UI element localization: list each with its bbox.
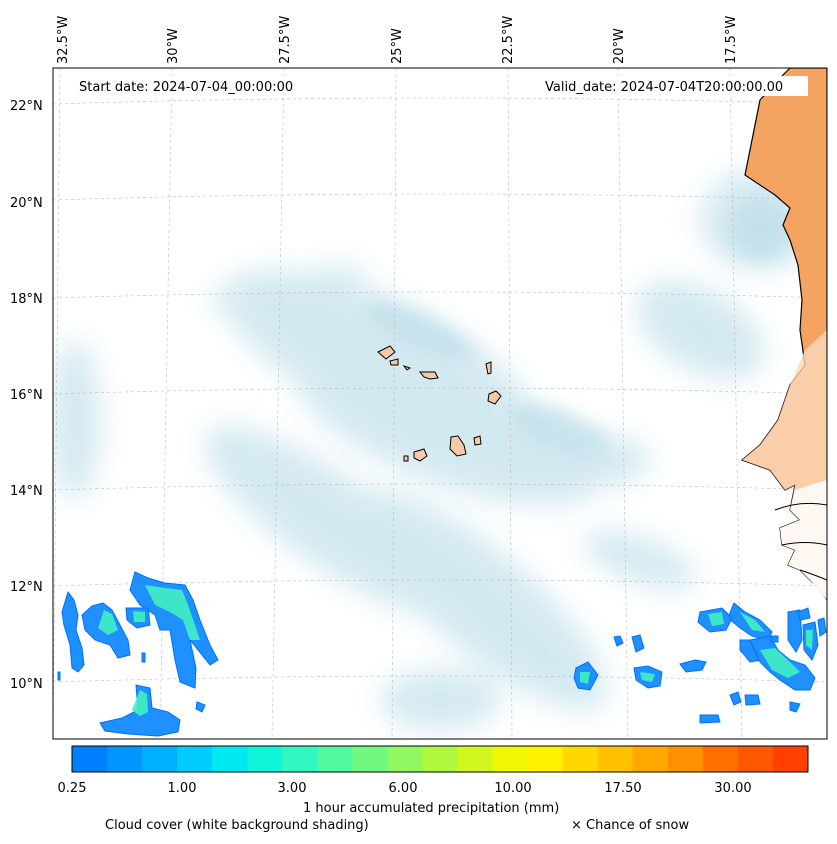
lat-label: 16°N	[10, 388, 43, 403]
cloud-cover-legend: Cloud cover (white background shading)	[105, 818, 369, 833]
colorbar-title: 1 hour accumulated precipitation (mm)	[303, 801, 560, 816]
colorbar-segment	[212, 746, 248, 772]
colorbar-segment	[632, 746, 669, 772]
valid-date-text: Valid_date: 2024-07-04T20:00:00.00	[545, 80, 783, 95]
colorbar-segment	[177, 746, 213, 772]
lat-label: 10°N	[10, 677, 43, 692]
colorbar-frame	[71, 745, 809, 773]
colorbar-segment	[527, 746, 564, 772]
colorbar-segment	[667, 746, 704, 772]
lat-label: 18°N	[10, 292, 43, 307]
colorbar-segment	[72, 746, 108, 772]
colorbar-segment	[702, 746, 739, 772]
precipitation-colorbar	[72, 746, 809, 772]
colorbar-segment	[247, 746, 283, 772]
colorbar-tick-label: 30.00	[714, 781, 752, 796]
colorbar-segment	[317, 746, 353, 772]
rivers	[774, 502, 827, 581]
colorbar-tick-label: 6.00	[388, 781, 418, 796]
lon-label: 25°W	[390, 28, 405, 64]
lat-label: 14°N	[10, 484, 43, 499]
valid-date-box	[538, 76, 808, 96]
lon-label: 27.5°W	[278, 16, 293, 64]
cloud-cover-core	[365, 200, 790, 456]
colorbar-segment	[562, 746, 599, 772]
lon-label: 32.5°W	[56, 16, 71, 64]
colorbar-segment	[492, 746, 529, 772]
colorbar-tick-label: 10.00	[494, 781, 532, 796]
land-white-zone	[780, 480, 827, 600]
lon-label: 17.5°W	[724, 16, 739, 64]
colorbar-tick-label: 17.50	[604, 781, 642, 796]
colorbar-segment	[457, 746, 494, 772]
cape-verde-islands	[377, 345, 502, 462]
plot-frame	[52, 67, 828, 740]
colorbar-segment	[597, 746, 634, 772]
latitude-labels: 22°N 20°N 18°N 16°N 14°N 12°N 10°N	[10, 99, 43, 692]
colorbar-segment	[737, 746, 774, 772]
lat-label: 20°N	[10, 196, 43, 211]
colorbar-segment	[352, 746, 388, 772]
lon-label: 20°W	[612, 28, 627, 64]
colorbar-segment	[282, 746, 318, 772]
lon-label: 30°W	[166, 28, 181, 64]
colorbar-segment	[772, 746, 809, 772]
colorbar-tick-label: 3.00	[277, 781, 307, 796]
lon-label: 22.5°W	[501, 16, 516, 64]
colorbar-segment	[422, 746, 459, 772]
lat-label: 12°N	[10, 580, 43, 595]
colorbar-tick-label: 1.00	[167, 781, 197, 796]
colorbar-segment	[107, 746, 143, 772]
cloud-cover-layer	[53, 170, 820, 730]
start-date-text: Start date: 2024-07-04_00:00:00	[79, 80, 293, 95]
start-date-box	[70, 76, 312, 96]
colorbar-segment	[387, 746, 423, 772]
lat-label: 22°N	[10, 99, 43, 114]
snow-legend: × Chance of snow	[571, 818, 690, 833]
precipitation-layer	[57, 571, 827, 737]
colorbar-segment	[142, 746, 178, 772]
colorbar-tick-label: 0.25	[57, 781, 87, 796]
longitude-labels: 32.5°W 30°W 27.5°W 25°W 22.5°W 20°W 17.5…	[56, 16, 739, 64]
